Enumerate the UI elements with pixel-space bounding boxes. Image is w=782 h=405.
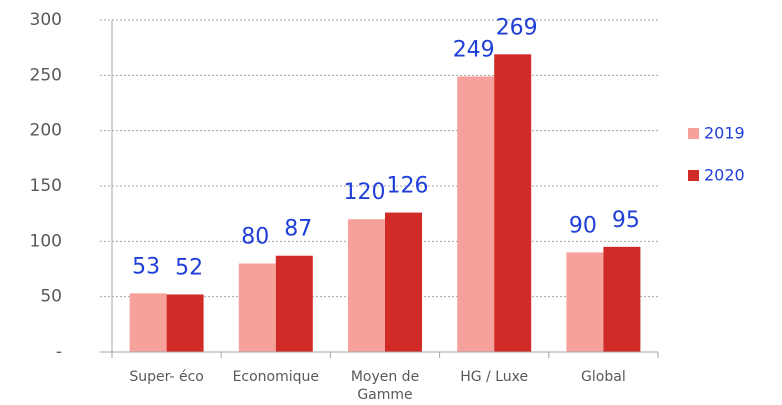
value-label: 80: [241, 224, 269, 249]
y-tick-label: -: [56, 342, 62, 362]
value-label: 95: [612, 208, 640, 233]
legend-swatch: [688, 170, 699, 181]
y-tick-label: 300: [30, 10, 62, 30]
value-label: 269: [496, 15, 538, 40]
legend-label: 2019: [704, 124, 745, 143]
bar: [385, 212, 422, 352]
x-tick-label: Super- éco: [129, 369, 204, 385]
y-tick-label: 200: [30, 121, 62, 141]
bar: [457, 76, 495, 352]
value-label: 52: [175, 255, 203, 280]
bar: [238, 263, 276, 352]
x-tick-label: Economique: [232, 369, 320, 385]
bar: [603, 246, 641, 352]
bar: [494, 54, 532, 352]
legend-swatch: [688, 128, 699, 139]
x-tick-label: HG / Luxe: [460, 369, 529, 385]
bar: [275, 255, 313, 352]
x-tick-label: Global: [581, 369, 626, 385]
bar: [166, 294, 204, 352]
value-label: 90: [569, 213, 597, 238]
value-label: 87: [284, 217, 312, 242]
y-tick-label: 250: [30, 65, 62, 85]
legend-label: 2020: [704, 166, 745, 185]
value-label: 120: [344, 180, 386, 205]
y-tick-label: 50: [40, 287, 62, 307]
value-label: 53: [132, 254, 160, 279]
bar: [348, 219, 385, 352]
y-tick-label: 150: [30, 176, 62, 196]
bar: [129, 293, 167, 352]
y-tick-label: 100: [30, 231, 62, 251]
x-tick-label: Moyen de Gamme: [350, 369, 420, 403]
value-label: 126: [387, 174, 429, 199]
value-label: 249: [453, 37, 495, 62]
bar: [566, 252, 604, 352]
